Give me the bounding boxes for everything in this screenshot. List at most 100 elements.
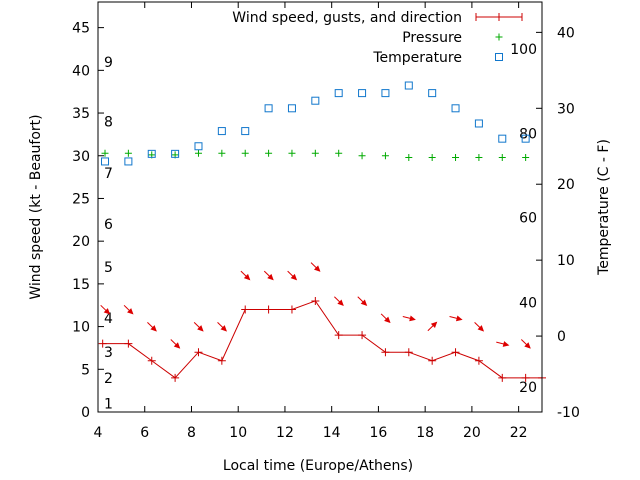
wind-direction-arrow bbox=[357, 296, 368, 306]
wind-direction-arrow bbox=[310, 262, 321, 272]
y-left-tick-label: 25 bbox=[72, 191, 90, 207]
wind-speed-point bbox=[428, 356, 437, 365]
temperature-point bbox=[124, 157, 133, 166]
wind-speed-point bbox=[311, 296, 320, 305]
wind-speed-point bbox=[404, 348, 413, 357]
y-axis-left-title: Wind speed (kt - Beaufort) bbox=[28, 114, 44, 299]
pressure-point bbox=[218, 149, 226, 157]
wind-speed-point bbox=[98, 339, 107, 348]
wind-speed-point bbox=[358, 331, 367, 340]
x-tick-label: 18 bbox=[416, 425, 434, 441]
temperature-point bbox=[474, 119, 483, 128]
pressure-point bbox=[335, 149, 343, 157]
temperature-point bbox=[101, 157, 110, 166]
temperature-point bbox=[521, 134, 530, 143]
temperature-point bbox=[171, 149, 180, 158]
wind-speed-point bbox=[451, 348, 460, 357]
beaufort-label: 3 bbox=[104, 345, 113, 361]
wind-speed-point bbox=[381, 348, 390, 357]
temperature-point bbox=[404, 81, 413, 90]
y-right-tick-label: 0 bbox=[557, 329, 566, 345]
wind-arrow-head bbox=[360, 299, 368, 306]
x-tick-label: 14 bbox=[323, 425, 341, 441]
x-axis-title: Local time (Europe/Athens) bbox=[223, 458, 413, 474]
wind-direction-arrow bbox=[263, 270, 274, 281]
x-tick-label: 10 bbox=[229, 425, 247, 441]
beaufort-label: 7 bbox=[104, 166, 113, 182]
tick-marks bbox=[97, 2, 542, 413]
temperature-point bbox=[334, 89, 343, 98]
y-left-tick-label: 30 bbox=[72, 149, 90, 165]
pressure-point bbox=[288, 149, 296, 157]
legend-label-temperature: Temperature bbox=[372, 50, 462, 66]
wind-arrow-head bbox=[430, 321, 438, 329]
pressure-point bbox=[124, 149, 132, 157]
wind-speed-point bbox=[217, 356, 226, 365]
plot-frame bbox=[97, 1, 543, 413]
x-tick-label: 20 bbox=[463, 425, 481, 441]
wind-direction-arrow bbox=[402, 315, 416, 322]
legend-swatch-temperature bbox=[495, 53, 503, 61]
beaufort-label: 6 bbox=[104, 217, 113, 233]
y-right-tick-label: 20 bbox=[557, 177, 575, 193]
beaufort-label: 4 bbox=[104, 311, 113, 327]
temperature-point bbox=[217, 127, 226, 136]
pressure-point bbox=[358, 152, 366, 160]
temperature-point bbox=[428, 89, 437, 98]
pressure-point bbox=[498, 153, 506, 161]
wind-direction-arrow bbox=[520, 339, 531, 349]
beaufort-label: 2 bbox=[104, 371, 113, 387]
y-left-tick-label: 15 bbox=[72, 277, 90, 293]
wind-direction-arrow bbox=[474, 322, 485, 332]
wind-arrow-head bbox=[384, 316, 391, 324]
wind-arrow-head bbox=[103, 308, 111, 315]
x-tick-label: 6 bbox=[140, 425, 149, 441]
temperature-point bbox=[287, 104, 296, 113]
wind-direction-arrow bbox=[193, 322, 204, 332]
wind-arrow-head bbox=[524, 342, 531, 349]
pressure-point bbox=[405, 153, 413, 161]
y-left-tick-label: 10 bbox=[72, 320, 90, 336]
pressure-point bbox=[475, 153, 483, 161]
wind-direction-arrow bbox=[287, 270, 298, 281]
beaufort-label: 8 bbox=[104, 115, 113, 131]
legend-label-pressure: Pressure bbox=[402, 30, 462, 46]
fahrenheit-label: 80 bbox=[519, 126, 537, 142]
temperature-point bbox=[381, 89, 390, 98]
y-left-tick-label: 20 bbox=[72, 234, 90, 250]
wind-speed-point bbox=[171, 373, 180, 382]
wind-arrow-head bbox=[267, 273, 274, 281]
pressure-point bbox=[101, 149, 109, 157]
wind-speed-point bbox=[521, 373, 530, 382]
pressure-point bbox=[265, 149, 273, 157]
wind-speed-point bbox=[147, 356, 156, 365]
temperature-point bbox=[264, 104, 273, 113]
legend: Wind speed, gusts, and direction Pressure… bbox=[232, 10, 523, 66]
temperature-point bbox=[498, 134, 507, 143]
wind-arrow-head bbox=[243, 273, 251, 281]
wind-direction-arrow bbox=[170, 339, 181, 349]
wind-speed-line bbox=[102, 300, 542, 379]
tick-labels: 4 6 8 10 12 14 16 18 20 22051015202530354045-1001… bbox=[72, 21, 580, 441]
series bbox=[98, 81, 546, 382]
wind-arrow-head bbox=[197, 325, 204, 332]
wind-arrow-head bbox=[337, 299, 344, 306]
y-right-tick-label: 40 bbox=[557, 25, 575, 41]
pressure-point bbox=[311, 149, 319, 157]
temperature-point bbox=[241, 127, 250, 136]
pressure-point bbox=[381, 152, 389, 160]
wind-arrow-head bbox=[455, 315, 463, 322]
wind-arrow-head bbox=[173, 342, 181, 349]
y-right-tick-label: 10 bbox=[557, 253, 575, 269]
y-left-tick-label: 0 bbox=[81, 405, 90, 421]
fahrenheit-label: 40 bbox=[519, 296, 537, 312]
fahrenheit-label: 20 bbox=[519, 380, 537, 396]
fahrenheit-label: 100 bbox=[510, 42, 537, 58]
temperature-point bbox=[147, 149, 156, 158]
y-left-tick-label: 40 bbox=[72, 63, 90, 79]
temperature-point bbox=[451, 104, 460, 113]
wind-speed-point bbox=[124, 339, 133, 348]
wind-direction-arrow bbox=[427, 321, 438, 332]
wind-direction-arrow bbox=[380, 313, 391, 324]
